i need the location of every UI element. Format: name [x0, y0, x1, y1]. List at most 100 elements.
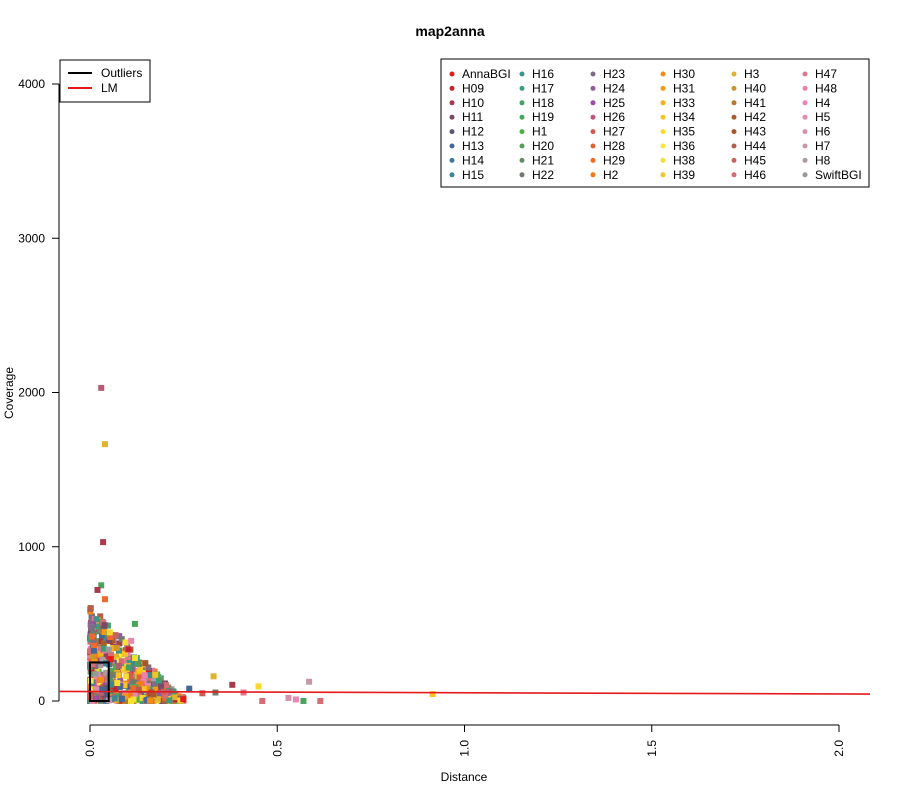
- data-point: [149, 667, 156, 674]
- point-legend-swatch: [519, 143, 525, 149]
- data-point: [139, 694, 146, 701]
- point-legend-swatch: [449, 172, 455, 178]
- point-legend-swatch: [590, 114, 596, 120]
- point-legend-swatch: [449, 143, 455, 149]
- data-point: [94, 658, 101, 665]
- y-tick-label: 1000: [18, 540, 45, 554]
- data-point: [136, 674, 143, 681]
- point-legend-swatch: [449, 114, 455, 120]
- data-point: [151, 680, 158, 687]
- data-point: [113, 653, 120, 660]
- data-point: [93, 668, 100, 675]
- point-legend-swatch: [731, 157, 737, 163]
- point-legend-swatch: [519, 157, 525, 163]
- point-legend-label: H26: [603, 110, 625, 124]
- point-legend-swatch: [802, 157, 808, 163]
- point-legend-swatch: [519, 100, 525, 106]
- point-legend-swatch: [590, 100, 596, 106]
- point-legend-label: H24: [603, 81, 625, 95]
- data-point: [152, 686, 159, 693]
- data-point: [108, 668, 115, 675]
- point-legend-swatch: [802, 71, 808, 77]
- data-point: [94, 676, 101, 683]
- point-legend-label: H12: [462, 125, 484, 139]
- data-point: [107, 656, 114, 663]
- point-legend-label: H13: [462, 139, 484, 153]
- point-legend-swatch: [731, 100, 737, 106]
- axes: 0 1000 2000 3000 4000 0.0 0.5 1.0 1.5 2.0: [18, 77, 846, 757]
- point-legend-swatch: [731, 85, 737, 91]
- data-point: [429, 691, 436, 698]
- point-legend-swatch: [590, 71, 596, 77]
- point-legend-swatch: [449, 100, 455, 106]
- point-legend-label: H31: [673, 81, 695, 95]
- data-point: [89, 686, 96, 693]
- data-point: [180, 696, 187, 703]
- data-point: [120, 663, 127, 670]
- data-point: [103, 685, 110, 692]
- data-point: [125, 664, 132, 671]
- point-legend-label: SwiftBGI: [815, 168, 862, 182]
- data-point: [109, 676, 116, 683]
- point-legend-box: [440, 58, 870, 188]
- x-tick-label: 2.0: [832, 740, 846, 757]
- data-point: [101, 596, 108, 603]
- point-legend-label: H44: [744, 139, 766, 153]
- point-legend-label: H11: [462, 110, 483, 124]
- data-point: [124, 656, 131, 663]
- data-point: [101, 622, 108, 629]
- point-legend-swatch: [802, 114, 808, 120]
- point-legend-label: H5: [815, 110, 831, 124]
- data-point: [157, 690, 164, 697]
- data-point: [104, 622, 111, 629]
- lm-line: [58, 690, 871, 695]
- data-point: [106, 629, 113, 636]
- data-point: [100, 539, 107, 546]
- data-point: [255, 683, 262, 690]
- data-point: [129, 665, 136, 672]
- point-legend-label: H17: [532, 81, 554, 95]
- data-point: [166, 697, 173, 704]
- data-point: [128, 637, 135, 644]
- data-point: [109, 672, 116, 679]
- point-legend-label: H2: [603, 168, 619, 182]
- point-legend-swatch: [731, 71, 737, 77]
- data-point: [99, 656, 106, 663]
- point-legend-label: H14: [462, 153, 484, 167]
- y-tick-label: 4000: [18, 77, 45, 91]
- data-point: [101, 691, 108, 698]
- data-point: [292, 696, 299, 703]
- point-legend-swatch: [590, 129, 596, 135]
- y-axis-label: Coverage: [2, 367, 16, 419]
- point-legend-label: H40: [744, 81, 766, 95]
- point-legend-swatch: [660, 129, 666, 135]
- data-point: [108, 681, 115, 688]
- point-legend-label: H33: [673, 96, 695, 110]
- data-point: [147, 697, 154, 704]
- point-legend-label: H39: [673, 168, 695, 182]
- point-legend-swatch: [590, 172, 596, 178]
- data-point: [306, 678, 313, 685]
- data-point: [93, 616, 100, 623]
- data-point: [90, 629, 97, 636]
- data-point: [134, 660, 141, 667]
- data-point: [112, 632, 119, 639]
- point-legend-swatch: [519, 71, 525, 77]
- data-point: [87, 648, 94, 655]
- data-point: [115, 690, 122, 697]
- data-point: [107, 634, 114, 641]
- point-legend-swatch: [449, 71, 455, 77]
- data-point: [132, 655, 139, 662]
- data-point: [109, 637, 116, 644]
- point-legend-label: H43: [744, 125, 766, 139]
- point-legend-label: H6: [815, 125, 831, 139]
- data-point: [119, 691, 126, 698]
- data-points: [87, 384, 436, 704]
- point-legend-swatch: [519, 85, 525, 91]
- point-legend-label: H34: [673, 110, 695, 124]
- point-legend-label: H23: [603, 67, 625, 81]
- point-legend-label: H19: [532, 110, 554, 124]
- point-legend-label: H22: [532, 168, 554, 182]
- point-legend-swatch: [519, 114, 525, 120]
